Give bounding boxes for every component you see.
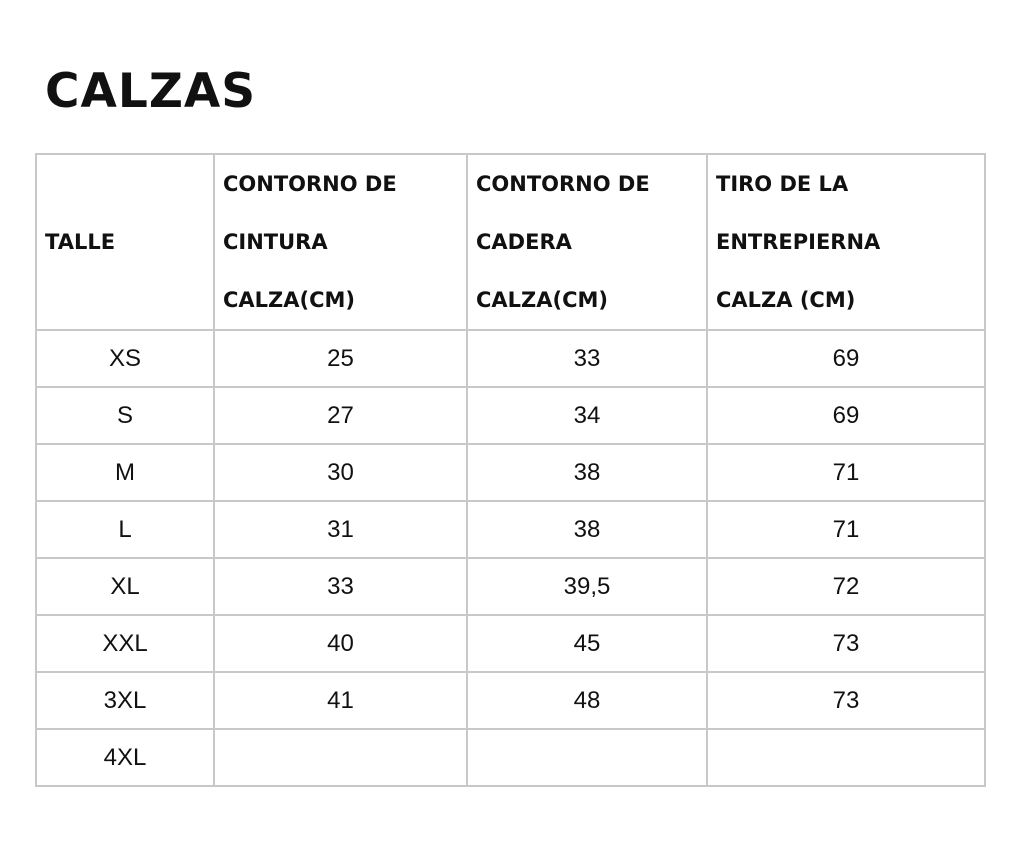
table-row: 3XL 41 48 73 xyxy=(35,671,986,730)
measurement-cell: 45 xyxy=(466,614,708,673)
column-header-line: CONTORNO DE xyxy=(476,172,650,196)
measurement-cell: 25 xyxy=(213,329,468,388)
column-header-line: CINTURA xyxy=(223,230,328,254)
column-header-line: CONTORNO DE xyxy=(223,172,397,196)
column-header-line: ENTREPIERNA xyxy=(716,230,881,254)
measurement-cell: 69 xyxy=(706,386,986,445)
column-header-line: CALZA(CM) xyxy=(223,288,356,312)
size-cell: 4XL xyxy=(35,728,215,787)
measurement-cell: 30 xyxy=(213,443,468,502)
measurement-cell: 27 xyxy=(213,386,468,445)
column-header-line: TIRO DE LA xyxy=(716,172,849,196)
column-header-line: CADERA xyxy=(476,230,572,254)
measurement-cell: 38 xyxy=(466,443,708,502)
measurement-cell: 39,5 xyxy=(466,557,708,616)
size-cell: M xyxy=(35,443,215,502)
size-table: TALLE CONTORNO DE CINTURA CALZA(CM) CONTORNO… xyxy=(35,153,986,787)
size-cell: L xyxy=(35,500,215,559)
column-header-line: CALZA(CM) xyxy=(476,288,609,312)
size-cell: XL xyxy=(35,557,215,616)
measurement-cell: 69 xyxy=(706,329,986,388)
table-row: S 27 34 69 xyxy=(35,386,986,445)
measurement-cell: 48 xyxy=(466,671,708,730)
size-cell: 3XL xyxy=(35,671,215,730)
measurement-cell: 31 xyxy=(213,500,468,559)
measurement-cell: 71 xyxy=(706,443,986,502)
header-row: TALLE CONTORNO DE CINTURA CALZA(CM) CONTORNO… xyxy=(35,153,986,331)
table-row: 4XL xyxy=(35,728,986,787)
size-cell: S xyxy=(35,386,215,445)
page-title: CALZAS xyxy=(45,64,257,119)
measurement-cell xyxy=(706,728,986,787)
table-row: M 30 38 71 xyxy=(35,443,986,502)
measurement-cell: 34 xyxy=(466,386,708,445)
measurement-cell xyxy=(466,728,708,787)
column-header-line: TALLE xyxy=(45,230,116,254)
table-row: XL 33 39,5 72 xyxy=(35,557,986,616)
table-row: L 31 38 71 xyxy=(35,500,986,559)
column-header: CONTORNO DE CADERA CALZA(CM) xyxy=(466,153,708,331)
column-header-line: CALZA (CM) xyxy=(716,288,856,312)
measurement-cell: 33 xyxy=(466,329,708,388)
measurement-cell: 41 xyxy=(213,671,468,730)
column-header: TIRO DE LA ENTREPIERNA CALZA (CM) xyxy=(706,153,986,331)
column-header: CONTORNO DE CINTURA CALZA(CM) xyxy=(213,153,468,331)
measurement-cell: 40 xyxy=(213,614,468,673)
size-cell: XXL xyxy=(35,614,215,673)
table-row: XS 25 33 69 xyxy=(35,329,986,388)
measurement-cell xyxy=(213,728,468,787)
table-row: XXL 40 45 73 xyxy=(35,614,986,673)
measurement-cell: 71 xyxy=(706,500,986,559)
column-header: TALLE xyxy=(35,153,215,331)
measurement-cell: 73 xyxy=(706,671,986,730)
measurement-cell: 72 xyxy=(706,557,986,616)
measurement-cell: 33 xyxy=(213,557,468,616)
measurement-cell: 38 xyxy=(466,500,708,559)
measurement-cell: 73 xyxy=(706,614,986,673)
size-cell: XS xyxy=(35,329,215,388)
